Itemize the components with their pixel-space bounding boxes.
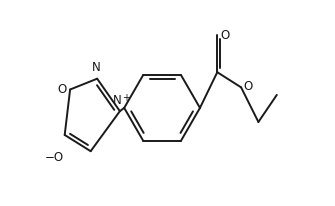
Text: N: N bbox=[92, 61, 100, 74]
Text: O: O bbox=[58, 83, 67, 95]
Text: O: O bbox=[244, 80, 253, 93]
Text: −O: −O bbox=[44, 150, 63, 163]
Text: O: O bbox=[220, 29, 230, 42]
Text: N: N bbox=[113, 93, 122, 106]
Text: +: + bbox=[122, 93, 130, 103]
